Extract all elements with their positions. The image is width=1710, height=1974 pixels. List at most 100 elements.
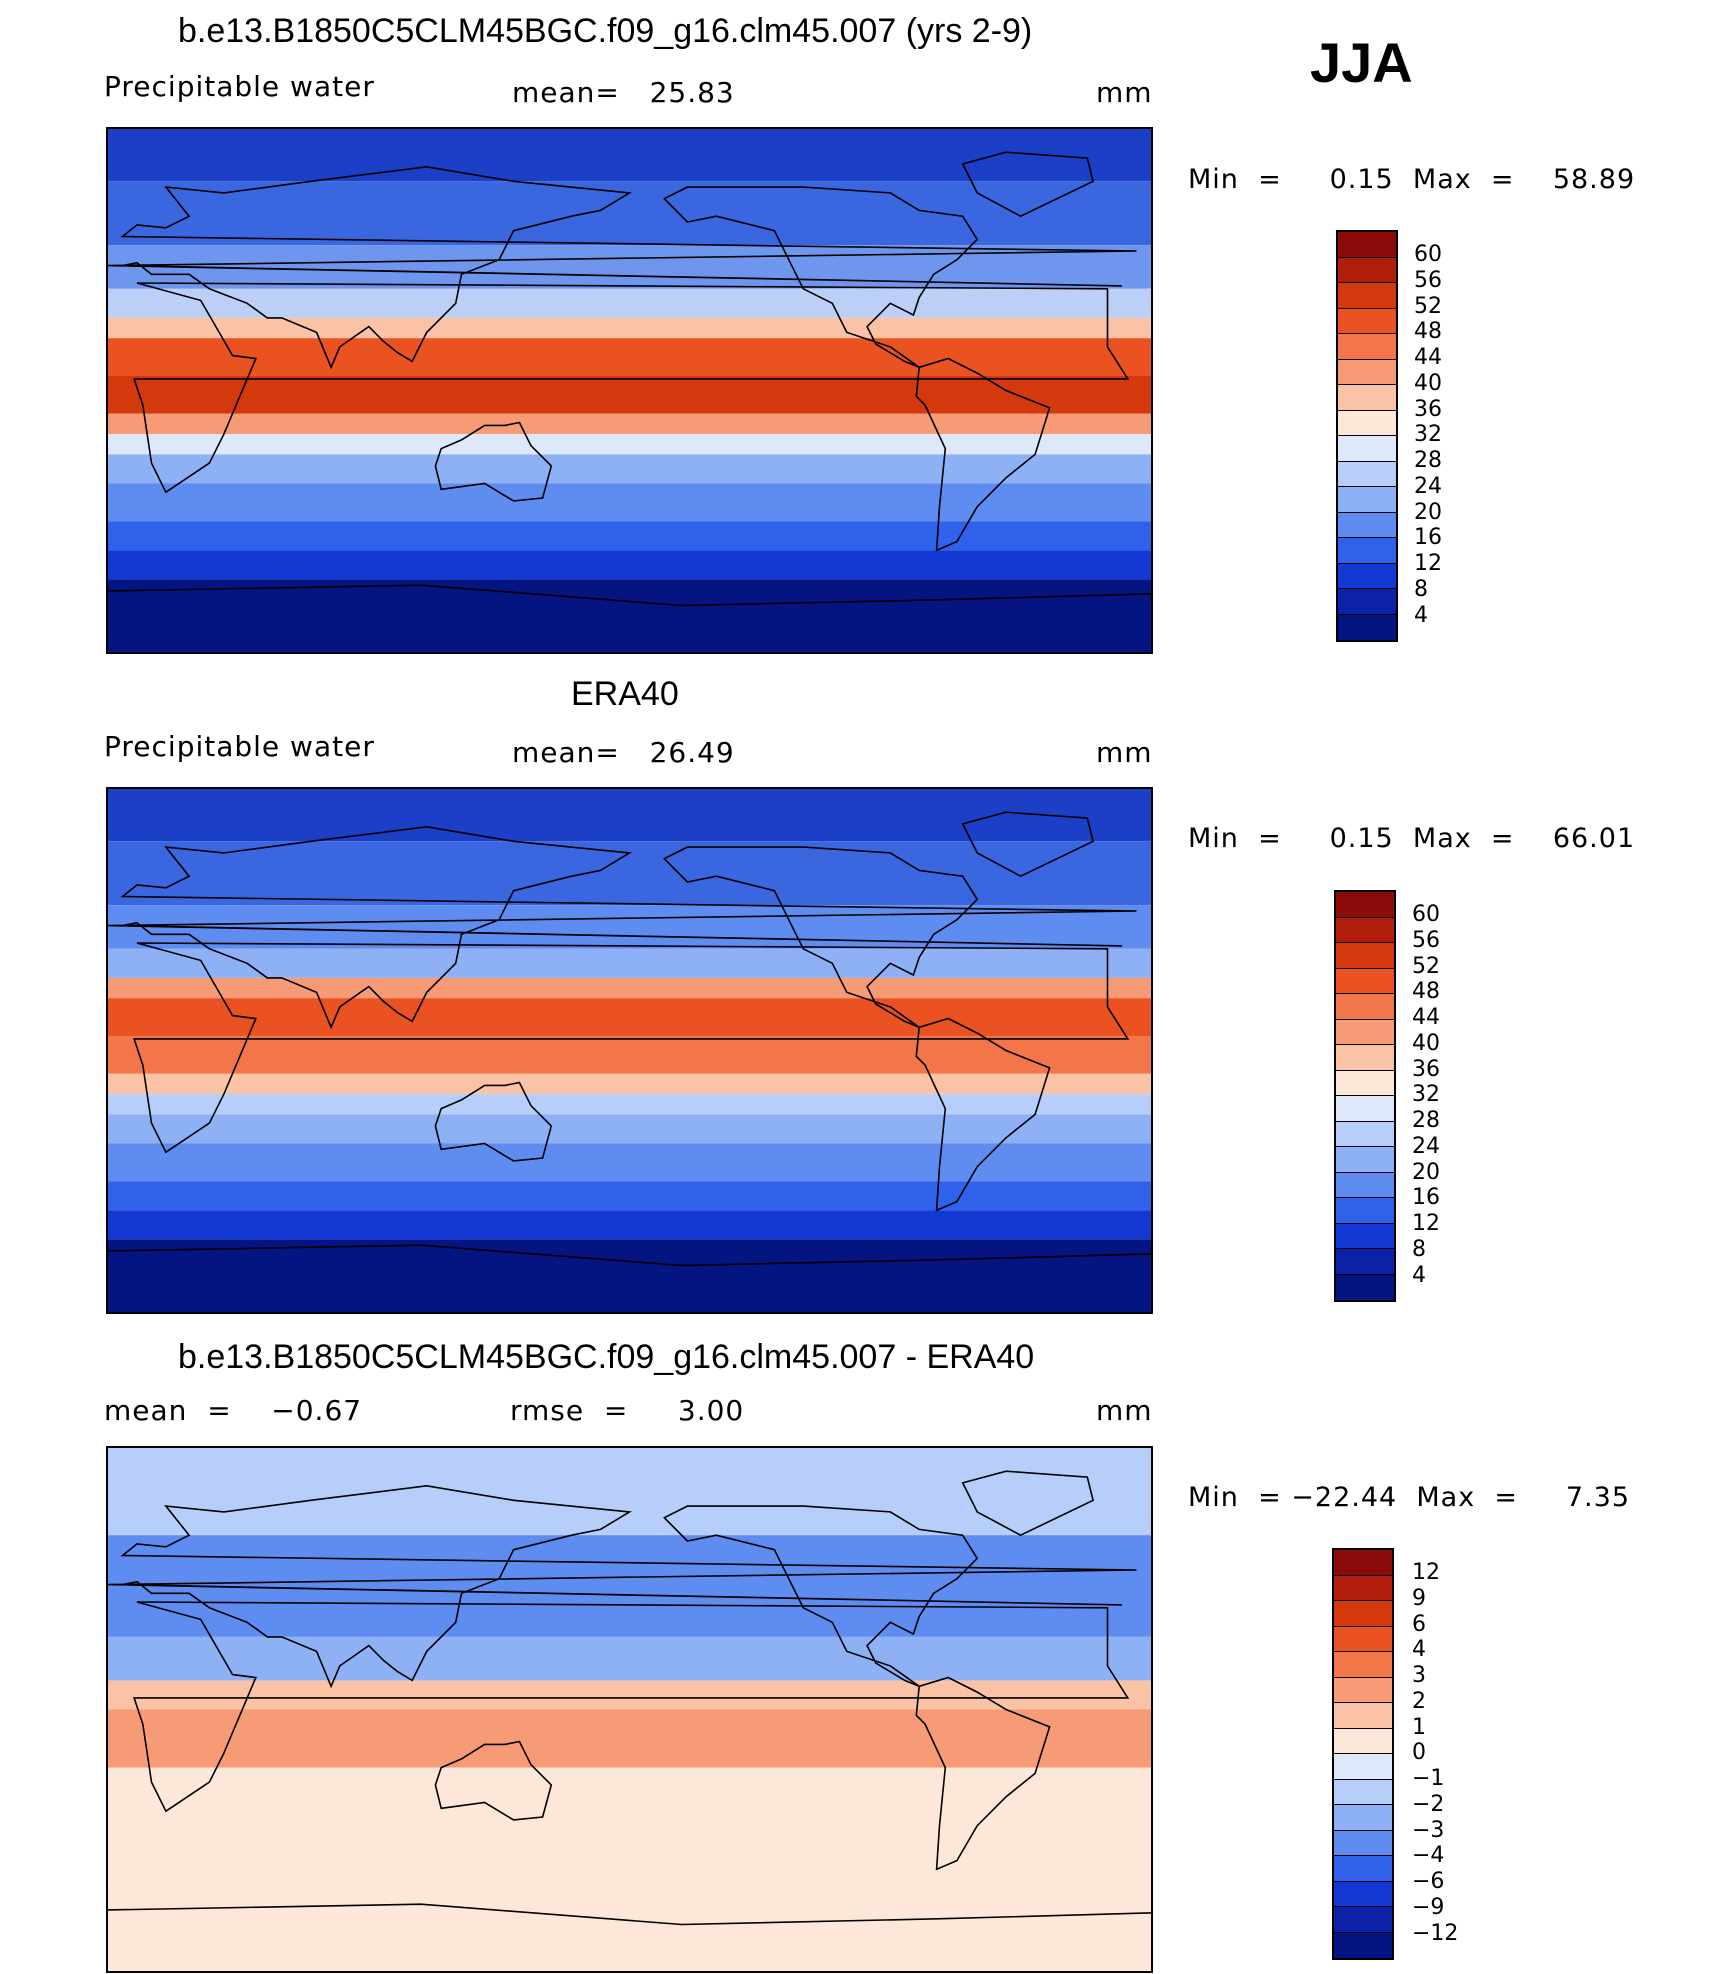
colorbar-swatch: [1336, 1121, 1394, 1147]
colorbar-tick-label: 12: [1414, 551, 1442, 576]
latitude-band: [108, 977, 1151, 999]
colorbar-tick-label: 16: [1414, 525, 1442, 551]
colorbar-swatch: [1338, 334, 1396, 360]
colorbar-swatch: [1338, 512, 1396, 538]
colorbar-swatch: [1334, 1703, 1392, 1729]
colorbar-swatch: [1338, 232, 1396, 258]
colorbar-tick-label: 32: [1414, 422, 1442, 448]
latitude-band: [108, 1680, 1151, 1710]
colorbar-swatch: [1334, 1830, 1392, 1856]
colorbar-tick-label: 8: [1414, 576, 1428, 602]
panel1-mean-label: mean= 25.83: [512, 76, 735, 109]
colorbar-tick-label: −2: [1412, 1791, 1445, 1817]
latitude-band: [108, 483, 1151, 522]
panel2-variable-label: Precipitable water: [104, 730, 375, 763]
colorbar-tick-label: 20: [1412, 1159, 1440, 1185]
continent-outline: [108, 1484, 1137, 1689]
colorbar-tick-label: 44: [1412, 1005, 1440, 1030]
colorbar-swatch: [1338, 563, 1396, 589]
colorbar-swatch: [1338, 538, 1396, 564]
colorbar-tick-label: −4: [1412, 1843, 1445, 1869]
colorbar-tick-label: 8: [1412, 1236, 1426, 1262]
continent-outline: [108, 825, 1137, 1030]
latitude-band: [108, 288, 1151, 318]
latitude-band: [108, 338, 1151, 376]
colorbar-swatch: [1334, 1754, 1392, 1780]
latitude-band: [108, 1073, 1151, 1095]
latitude-band: [108, 1535, 1151, 1637]
latitude-band: [108, 1767, 1151, 1884]
panel1-units-label: mm: [1096, 76, 1153, 109]
latitude-band: [108, 1448, 1151, 1536]
latitude-band: [108, 413, 1151, 435]
colorbar-swatch: [1334, 1550, 1392, 1576]
continent-outline: [132, 282, 1130, 494]
panel3-rmse-label: rmse = 3.00: [510, 1394, 745, 1427]
colorbar-swatch: [1336, 1249, 1394, 1275]
colorbar-swatch: [1338, 257, 1396, 283]
colorbar-tick-label: −12: [1412, 1920, 1459, 1946]
antarctica-outline: [108, 1903, 1151, 1926]
latitude-band: [108, 1094, 1151, 1115]
colorbar-swatch: [1334, 1626, 1392, 1652]
colorbar-tick-label: 12: [1412, 1211, 1440, 1236]
latitude-band: [108, 1035, 1151, 1074]
latitude-band: [108, 1210, 1151, 1240]
latitude-band: [108, 841, 1151, 906]
colorbar-tick-label: 56: [1414, 267, 1442, 293]
colorbar-tick-label: 56: [1412, 927, 1440, 953]
colorbar-swatch: [1334, 1652, 1392, 1678]
colorbar-swatch: [1336, 917, 1394, 943]
continent-outline: [108, 165, 1137, 370]
colorbar-tick-label: 24: [1412, 1133, 1440, 1159]
panel1-title: b.e13.B1850C5CLM45BGC.f09_g16.clm45.007 …: [178, 12, 1033, 50]
colorbar-swatch: [1334, 1677, 1392, 1703]
continent-outline: [961, 1470, 1095, 1537]
season-label: JJA: [1310, 31, 1413, 94]
continent-outline: [915, 357, 1051, 552]
latitude-band: [108, 245, 1151, 289]
colorbar-tick-label: 2: [1412, 1688, 1426, 1714]
latitude-band: [108, 789, 1151, 842]
latitude-band: [108, 550, 1151, 580]
colorbar-swatch: [1334, 1932, 1392, 1958]
continent-outline: [961, 151, 1095, 218]
colorbar-tick-label: 40: [1412, 1030, 1440, 1056]
continent-outline: [662, 186, 979, 369]
latitude-band: [108, 1709, 1151, 1768]
colorbar-tick-label: 28: [1414, 448, 1442, 473]
latitude-band: [108, 521, 1151, 551]
colorbar-tick-label: 20: [1414, 499, 1442, 525]
continent-outline: [915, 1676, 1051, 1871]
colorbar-tick-label: 0: [1412, 1740, 1426, 1766]
colorbar-swatch: [1334, 1907, 1392, 1933]
colorbar-tick-label: 36: [1414, 396, 1442, 422]
colorbar-tick-label: 9: [1412, 1585, 1426, 1611]
latitude-band: [108, 129, 1151, 182]
latitude-band: [108, 434, 1151, 455]
colorbar-swatch: [1334, 1779, 1392, 1805]
colorbar-swatch: [1338, 614, 1396, 640]
panel2-map: [106, 787, 1153, 1314]
colorbar-tick-label: 12: [1412, 1560, 1440, 1585]
panel3-units-label: mm: [1096, 1394, 1153, 1427]
colorbar-swatch: [1336, 943, 1394, 969]
colorbar-tick-label: 60: [1414, 242, 1442, 267]
latitude-band: [108, 998, 1151, 1036]
colorbar-tick-label: −9: [1412, 1894, 1445, 1920]
colorbar-swatch: [1334, 1881, 1392, 1907]
panel3-title: b.e13.B1850C5CLM45BGC.f09_g16.clm45.007 …: [178, 1338, 1035, 1376]
antarctica-outline: [108, 1244, 1151, 1267]
colorbar-swatch: [1336, 1147, 1394, 1173]
colorbar-tick-label: 6: [1412, 1611, 1426, 1637]
colorbar-tick-label: 4: [1412, 1637, 1426, 1663]
continent-outline: [961, 811, 1095, 878]
latitude-band: [108, 1883, 1151, 1971]
colorbar-tick-label: 44: [1414, 345, 1442, 370]
colorbar-tick-label: 32: [1412, 1082, 1440, 1108]
colorbar-tick-label: 60: [1412, 902, 1440, 927]
colorbar-swatch: [1338, 410, 1396, 436]
panel2-minmax: Min = 0.15 Max = 66.01: [1188, 823, 1636, 854]
colorbar-swatch: [1336, 1045, 1394, 1071]
panel1-colorbar-labels: 60 56 52 48 44 40 36 32 28 24 20 16 12 8 4: [1414, 244, 1474, 644]
